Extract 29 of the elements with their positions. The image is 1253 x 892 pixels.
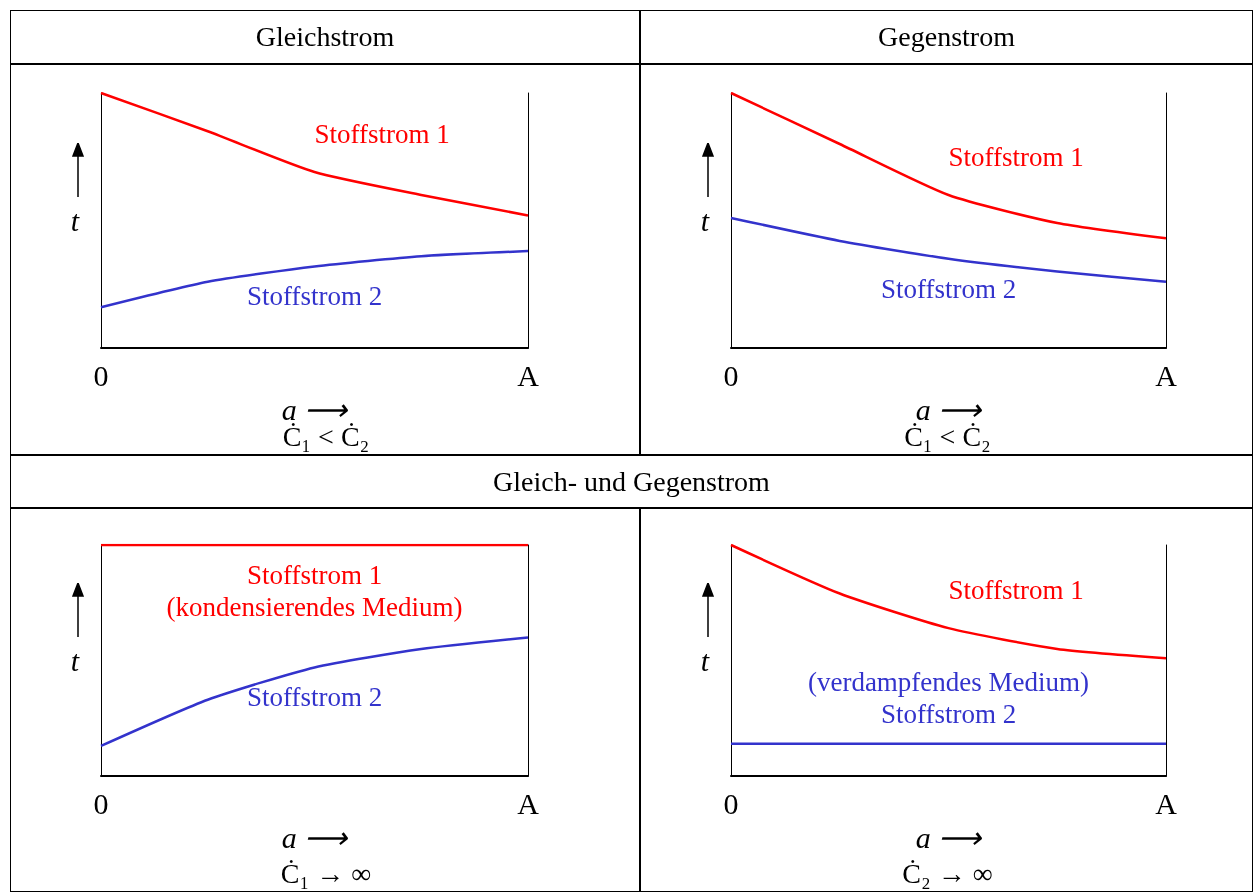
x-axis-title: a ⟶ [915,821,984,855]
series-label: Stoffstrom 1 [948,575,1084,606]
y-axis-title: t [700,204,710,237]
text: Ċ₁ < Ċ₂ [282,420,370,452]
text: Ċ₁ → ∞ [280,857,372,889]
x-tick-label: A [1155,786,1178,820]
x-tick-label: A [517,786,540,820]
series-label: Stoffstrom 1 [948,142,1084,172]
y-axis-title: t [700,644,710,677]
x-tick-label: A [1155,358,1178,392]
y-axis-title: t [70,644,80,677]
text: Ċ₂ → ∞ [902,857,993,889]
x-tick-label: 0 [723,358,739,392]
chart-title: Gegenstrom [640,10,1253,64]
text: Ċ₁ < Ċ₂ [904,420,991,452]
series-label: Stoffstrom 2 [880,273,1017,304]
text: Gleich- und Gegenstrom [10,455,1253,508]
series-label: Stoffstrom 2 [246,281,383,312]
series-label: (verdampfendes Medium) Stoffstrom 2 [807,666,1090,729]
series-label: Stoffstrom 1 [314,119,450,150]
x-axis-title: a ⟶ [281,821,350,855]
chart-title: Gleichstrom [10,10,640,64]
x-tick-label: A [517,358,540,392]
series-label: Stoffstrom 2 [246,682,383,713]
series-label: Stoffstrom 1 (kondensierendes Medium) [166,560,463,622]
y-axis-title: t [70,204,80,237]
x-tick-label: 0 [723,786,739,820]
x-tick-label: 0 [93,358,109,392]
x-tick-label: 0 [93,786,109,820]
